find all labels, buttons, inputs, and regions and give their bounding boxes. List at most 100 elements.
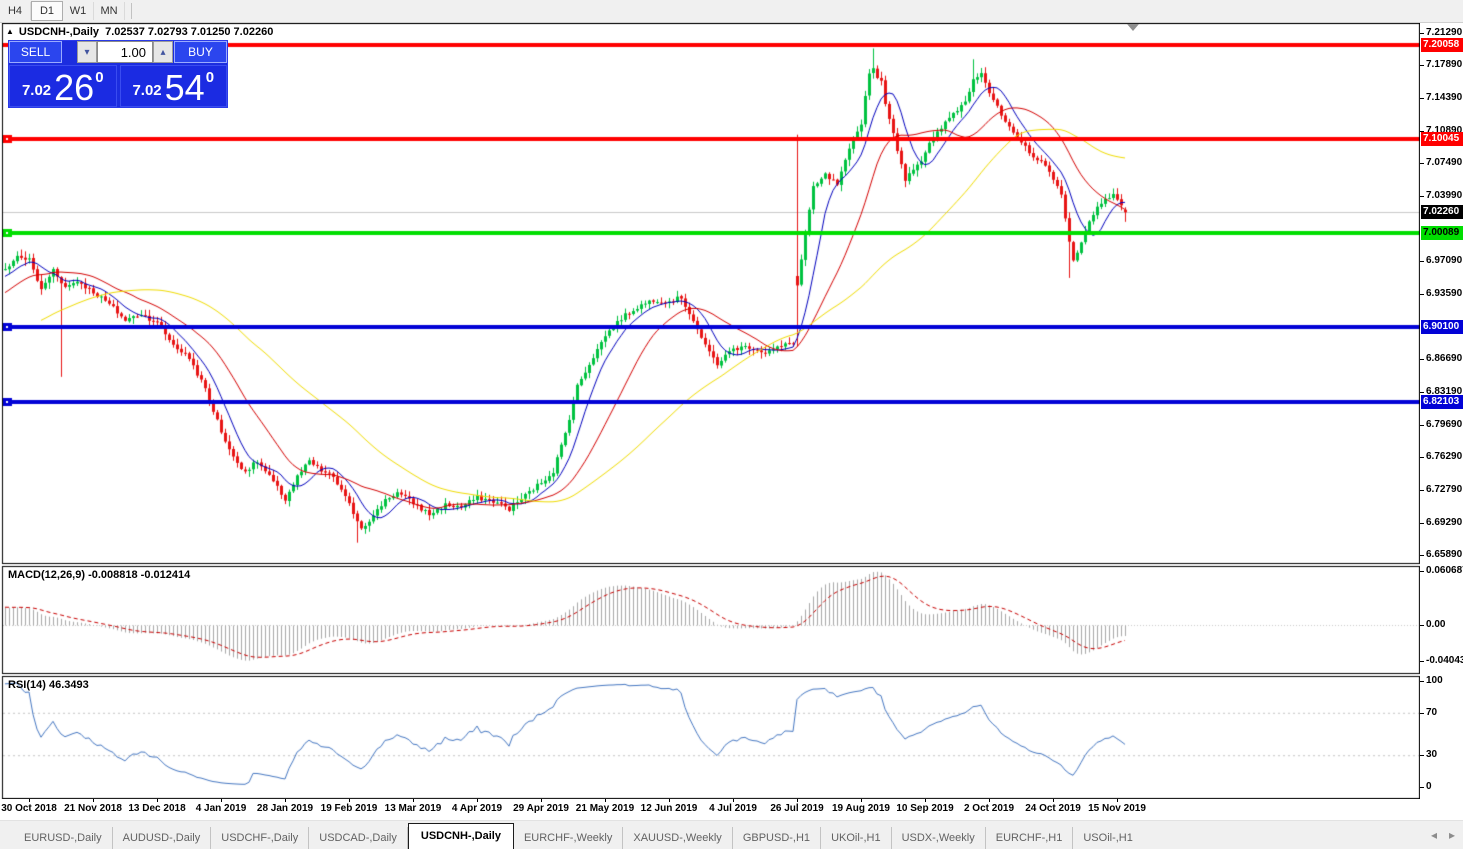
price-axis-label: 7.03990 [1426, 190, 1463, 201]
toolbar-separator [131, 3, 132, 19]
price-level-label-7.02260: 7.02260 [1421, 205, 1463, 219]
tab-scroll-left-icon[interactable]: ◂ [1430, 828, 1437, 842]
sell-button[interactable]: SELL [9, 41, 62, 63]
price-axis-tick [1420, 359, 1424, 360]
tab-eurchf-weekly[interactable]: EURCHF-,Weekly [514, 827, 624, 849]
tab-usoil-h1[interactable]: USOil-,H1 [1083, 832, 1133, 844]
timeframe-button-w1[interactable]: W1 [63, 2, 94, 20]
tab-eurchf-h1[interactable]: EURCHF-,H1 [986, 827, 1074, 849]
tab-usdcad-daily[interactable]: USDCAD-,Daily [309, 827, 408, 849]
date-axis-label: 13 Dec 2018 [128, 803, 186, 814]
buy-price-big: 54 [164, 67, 205, 108]
price-axis-label: 7.14390 [1426, 92, 1463, 103]
rsi-axis-tick [1420, 713, 1424, 714]
price-axis-tick [1420, 425, 1424, 426]
date-axis-tick [93, 799, 94, 802]
price-level-label-6.90100: 6.90100 [1421, 320, 1463, 334]
tab-usdcnh-daily[interactable]: USDCNH-,Daily [407, 823, 514, 849]
volume-increase-button[interactable]: ▴ [153, 41, 173, 63]
date-axis-tick [477, 799, 478, 802]
date-axis-tick [285, 799, 286, 802]
collapse-triangle-icon[interactable]: ▲ [6, 27, 14, 36]
date-axis-label: 28 Jan 2019 [256, 803, 314, 814]
tab-usdchf-daily[interactable]: USDCHF-,Daily [211, 827, 310, 849]
tab-xauusd-weekly[interactable]: XAUUSD-,Weekly [623, 827, 733, 849]
sell-price-sup: 0 [95, 69, 104, 86]
buy-button[interactable]: BUY [174, 41, 227, 63]
tab-scroll-right-icon[interactable]: ▸ [1448, 828, 1455, 842]
chart-shift-triangle-icon[interactable] [1127, 24, 1139, 31]
price-axis-label: 6.65890 [1426, 549, 1463, 560]
price-axis-label: 6.86690 [1426, 353, 1463, 364]
date-axis-label: 13 Mar 2019 [384, 803, 442, 814]
date-axis-label: 29 Apr 2019 [513, 803, 569, 814]
buy-price-prefix: 7.02 [132, 82, 162, 99]
price-axis-tick [1420, 555, 1424, 556]
sell-price[interactable]: 7.02 26 0 [9, 65, 117, 107]
timeframe-button-mn[interactable]: MN [94, 2, 125, 20]
date-axis-label: 19 Feb 2019 [320, 803, 378, 814]
price-axis-tick [1420, 261, 1424, 262]
rsi-axis-tick [1420, 787, 1424, 788]
volume-spinner: ▾ ▴ [77, 41, 173, 63]
macd-axis-label: -0.040432 [1426, 655, 1463, 666]
date-axis-tick [925, 799, 926, 802]
price-axis-label: 6.93590 [1426, 288, 1463, 299]
timeframe-toolbar: H4 D1 W1 MN [0, 0, 1463, 23]
sell-price-big: 26 [54, 67, 95, 108]
volume-decrease-button[interactable]: ▾ [77, 41, 97, 63]
date-axis-tick [797, 799, 798, 802]
date-axis-tick [349, 799, 350, 802]
volume-input[interactable] [97, 41, 153, 63]
date-axis-label: 2 Oct 2019 [963, 803, 1015, 814]
buy-price[interactable]: 7.02 54 0 [119, 65, 227, 108]
date-axis-tick [605, 799, 606, 802]
date-axis-tick [1053, 799, 1054, 802]
price-axis-label: 7.07490 [1426, 157, 1463, 168]
tab-ukoil-h1[interactable]: UKOil-,H1 [821, 827, 892, 849]
date-axis-label: 4 Jul 2019 [709, 803, 757, 814]
price-axis-label: 7.10890 [1426, 125, 1463, 136]
timeframe-button-h4[interactable]: H4 [0, 2, 31, 20]
sell-price-prefix: 7.02 [21, 82, 52, 99]
price-axis-label: 6.72790 [1426, 484, 1463, 495]
date-axis-tick [157, 799, 158, 802]
date-axis-label: 4 Jan 2019 [195, 803, 247, 814]
chart-title-text: USDCNH-,Daily 7.02537 7.02793 7.01250 7.… [18, 26, 274, 38]
price-axis-label: 7.17890 [1426, 59, 1463, 70]
price-axis-tick [1420, 131, 1424, 132]
price-axis-tick [1420, 163, 1424, 164]
price-axis-label: 6.97090 [1426, 255, 1463, 266]
price-axis-label: 6.79690 [1426, 419, 1463, 430]
date-axis-label: 10 Sep 2019 [896, 803, 954, 814]
price-axis-label: 6.83190 [1426, 386, 1463, 397]
macd-axis-label: 0.060687 [1426, 565, 1463, 576]
price-axis-tick [1420, 98, 1424, 99]
price-axis-tick [1420, 490, 1424, 491]
timeframe-button-d1[interactable]: D1 [31, 1, 63, 21]
price-axis-label: 7.21290 [1426, 27, 1463, 38]
price-axis-tick [1420, 392, 1424, 393]
price-axis-tick [1420, 294, 1424, 295]
date-axis-label: 21 Nov 2018 [64, 803, 122, 814]
rsi-axis-label: 70 [1426, 707, 1438, 718]
date-axis-label: 19 Aug 2019 [832, 803, 890, 814]
date-axis-tick [989, 799, 990, 802]
price-axis-tick [1420, 65, 1424, 66]
date-axis-tick [669, 799, 670, 802]
rsi-axis-tick [1420, 681, 1424, 682]
date-axis-label: 12 Jun 2019 [640, 803, 698, 814]
rsi-axis-label: 100 [1426, 675, 1443, 686]
tab-gbpusd-h1[interactable]: GBPUSD-,H1 [733, 827, 822, 849]
tab-usdx-weekly[interactable]: USDX-,Weekly [892, 827, 986, 849]
rsi-axis-tick [1420, 755, 1424, 756]
buy-price-sup: 0 [205, 69, 215, 86]
date-axis-label: 26 Jul 2019 [770, 803, 824, 814]
macd-axis-tick [1420, 661, 1424, 662]
price-level-label-6.82103: 6.82103 [1421, 395, 1463, 409]
tab-eurusd-daily[interactable]: EURUSD-,Daily [14, 827, 113, 849]
tab-audusd-daily[interactable]: AUDUSD-,Daily [113, 827, 212, 849]
price-chart-canvas[interactable] [0, 23, 1420, 799]
date-axis-tick [1117, 799, 1118, 802]
